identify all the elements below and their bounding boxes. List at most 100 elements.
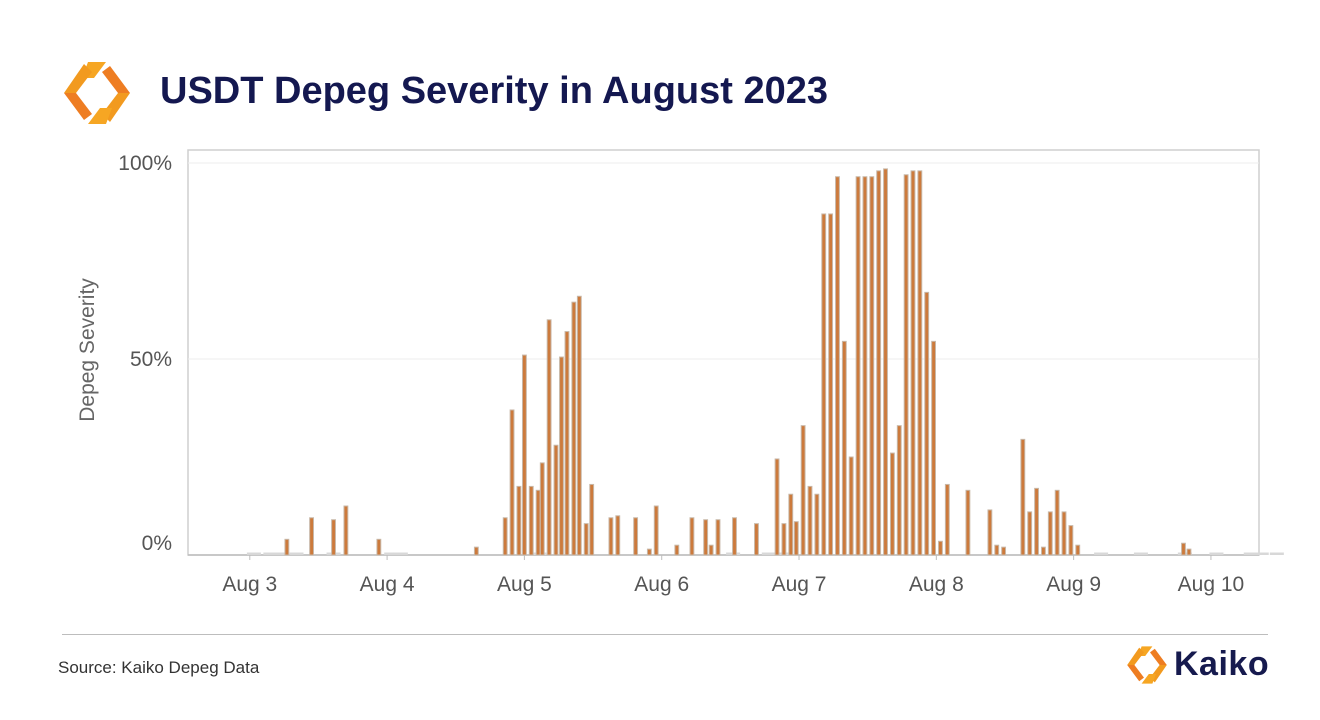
bar [910, 170, 916, 556]
bar [473, 546, 479, 556]
bar [653, 505, 659, 556]
y-axis-ticks: 0% 50% 100% [118, 152, 172, 555]
bar [774, 458, 780, 556]
bar [1047, 511, 1053, 556]
bar [896, 425, 902, 556]
bar [509, 409, 515, 556]
bar [781, 523, 787, 556]
zero-marker [289, 552, 304, 555]
x-tick-label: Aug 5 [497, 573, 552, 596]
x-tick-label: Aug 4 [360, 573, 415, 596]
bar [708, 544, 714, 556]
bar [1186, 548, 1192, 556]
bar [615, 515, 621, 556]
y-tick-label: 50% [130, 348, 172, 371]
bar [1068, 525, 1074, 556]
bar [1075, 544, 1081, 556]
bar [814, 493, 820, 556]
bar [807, 485, 813, 556]
bar [835, 176, 840, 556]
bar [924, 291, 930, 556]
x-tick-label: Aug 6 [634, 573, 689, 596]
bar [674, 544, 680, 556]
bar [559, 356, 564, 556]
bar [516, 485, 522, 556]
bar [376, 538, 382, 556]
bar [1061, 511, 1067, 556]
bar [938, 540, 943, 556]
y-tick-label: 100% [118, 152, 172, 175]
bar [343, 505, 349, 556]
source-note: Source: Kaiko Depeg Data [58, 658, 260, 677]
x-tick-label: Aug 3 [222, 573, 277, 596]
bar [646, 548, 652, 556]
bar [828, 213, 834, 556]
bar [689, 517, 695, 556]
bar [1001, 546, 1007, 556]
bar [1181, 542, 1186, 556]
bar [546, 319, 552, 556]
bar [633, 517, 639, 556]
bar [754, 523, 759, 556]
bar [576, 295, 582, 556]
x-tick-label: Aug 9 [1046, 573, 1101, 596]
zero-marker [393, 552, 408, 555]
bar [1054, 489, 1060, 556]
bar [608, 517, 614, 556]
bar-chart: 0% 50% 100% Aug 3 Aug 4 Aug 5 Aug 6 Aug 7 Aug 8… [76, 149, 1284, 596]
bar [1034, 487, 1039, 556]
bar [1027, 511, 1033, 556]
bar [869, 176, 875, 556]
bar [793, 521, 799, 556]
bar [564, 331, 570, 556]
bar [502, 517, 508, 556]
bar [944, 483, 950, 556]
x-tick-label: Aug 8 [909, 573, 964, 596]
bar [994, 544, 1000, 556]
y-tick-label: 0% [142, 532, 172, 555]
zero-marker [1209, 552, 1224, 555]
bar [862, 176, 868, 556]
bar [917, 170, 923, 556]
bar [331, 519, 336, 556]
bar [703, 519, 709, 556]
zero-marker [384, 552, 399, 555]
zero-marker [263, 552, 278, 555]
bar [903, 174, 909, 556]
bar [715, 519, 721, 556]
bar [931, 340, 937, 556]
bar [1041, 546, 1046, 556]
bar [571, 301, 577, 556]
bars [284, 168, 1192, 556]
chart-title: USDT Depeg Severity in August 2023 [160, 70, 829, 112]
footer-divider [62, 634, 1268, 635]
zero-marker [1269, 552, 1284, 555]
kaiko-logo-icon [64, 62, 130, 124]
bar [583, 523, 589, 556]
bar [788, 493, 794, 556]
x-tick-label: Aug 10 [1178, 573, 1245, 596]
zero-marker [1254, 552, 1269, 555]
bar [553, 444, 559, 556]
bar [539, 462, 545, 556]
zero-marker [1243, 552, 1258, 555]
bar [528, 485, 534, 556]
y-axis-label: Depeg Severity [76, 278, 99, 422]
bar [309, 517, 314, 556]
bar [987, 509, 993, 556]
plot-frame [187, 149, 1260, 556]
bar [732, 517, 737, 556]
bar [589, 483, 595, 556]
zero-marker [271, 552, 286, 555]
bar [1020, 438, 1026, 556]
bar [855, 176, 861, 556]
bar [821, 213, 827, 556]
bar [535, 489, 541, 556]
gridlines [187, 149, 1260, 556]
bar [521, 354, 527, 556]
zero-marker [246, 552, 261, 555]
kaiko-brand-icon [1127, 646, 1167, 684]
zero-marker [1094, 552, 1109, 555]
bar [889, 452, 895, 556]
x-axis-ticks: Aug 3 Aug 4 Aug 5 Aug 6 Aug 7 Aug 8 Aug 9 Aug 1… [222, 555, 1244, 596]
